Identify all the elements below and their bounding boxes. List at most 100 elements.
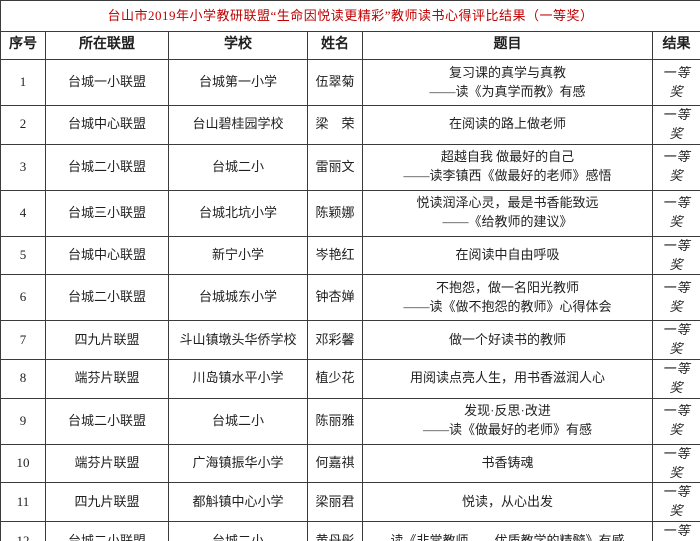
result-cell: 一等奖 [651,443,700,484]
essay-title-line: 在阅读中自由呼吸 [455,247,560,263]
essay-title-line: 复习课的真学与真教 [448,64,566,80]
table-row: 10 端芬片联盟 广海镇振华小学 何嘉祺 书香铸魂 一等奖 [0,443,700,484]
school-cell: 台城二小 [168,521,308,541]
league-cell: 台城中心联盟 [45,235,169,276]
row-num-cell: 5 [0,235,46,276]
table-row: 8 端芬片联盟 川岛镇水平小学 植少花 用阅读点亮人生，用书香滋润人心 一等奖 [0,359,700,399]
essay-title-line: ——读李镇西《做最好的老师》感悟 [403,168,612,184]
essay-title-line: 不抱怨，做一名阳光教师 [435,280,579,296]
league-cell: 台城二小联盟 [45,521,169,541]
essay-title-line: 悦读，从心出发 [461,493,553,509]
result-cell: 一等奖 [651,235,700,276]
essay-title-line: 在阅读的路上做老师 [448,116,566,132]
name-cell: 雷丽文 [307,143,363,191]
essay-title-line: 做一个好读书的教师 [448,331,566,347]
result-cell: 一等奖 [651,397,700,445]
result-cell: 一等奖 [651,320,700,361]
row-num-cell: 2 [0,105,46,145]
school-cell: 台城城东小学 [168,274,308,322]
name-cell: 钟杏婵 [307,274,363,322]
table-row: 1 台城一小联盟 台城第一小学 伍翠菊 复习课的真学与真教 ——读《为真学而教》… [0,59,700,106]
league-cell: 台城二小联盟 [45,397,169,445]
row-num-cell: 8 [0,359,46,399]
name-cell: 陈丽雅 [307,397,363,445]
essay-title-line: ——读《做不抱怨的教师》心得体会 [403,298,612,314]
name-cell: 梁丽君 [307,482,363,523]
league-cell: 台城中心联盟 [45,105,169,145]
league-cell: 四九片联盟 [45,320,169,361]
school-cell: 都斛镇中心小学 [168,482,308,523]
name-cell: 邓彩馨 [307,320,363,361]
table-row: 4 台城三小联盟 台城北坑小学 陈颖娜 悦读润泽心灵，最是书香能致远 ——《给教… [0,189,700,237]
league-cell: 四九片联盟 [45,482,169,523]
result-cell: 一等奖 [651,482,700,523]
essay-title-line: ——读《为真学而教》有感 [429,83,586,99]
essay-title-cell: 读《非常教师——优质教学的精髓》有感 [362,521,653,541]
table-row: 3 台城二小联盟 台城二小 雷丽文 超越自我 做最好的自己 ——读李镇西《做最好… [0,143,700,191]
essay-title-cell: 在阅读中自由呼吸 [362,235,653,276]
name-cell: 何嘉祺 [307,443,363,484]
league-cell: 台城三小联盟 [45,189,169,237]
header-result: 结果 [651,31,700,60]
league-cell: 端芬片联盟 [45,443,169,484]
essay-title-cell: 不抱怨，做一名阳光教师 ——读《做不抱怨的教师》心得体会 [362,274,653,322]
essay-title-cell: 用阅读点亮人生，用书香滋润人心 [362,359,653,399]
title-row: 台山市2019年小学教研联盟“生命因悦读更精彩”教师读书心得评比结果（一等奖） [0,0,700,32]
result-cell: 一等奖 [651,359,700,399]
result-cell: 一等奖 [651,521,700,541]
essay-title-cell: 做一个好读书的教师 [362,320,653,361]
table-row: 6 台城二小联盟 台城城东小学 钟杏婵 不抱怨，做一名阳光教师 ——读《做不抱怨… [0,274,700,322]
school-cell: 台城北坑小学 [168,189,308,237]
table-row: 9 台城二小联盟 台城二小 陈丽雅 发现·反思·改进 ——读《做最好的老师》有感… [0,397,700,445]
name-cell: 植少花 [307,359,363,399]
name-cell: 伍翠菊 [307,59,363,106]
school-cell: 台城第一小学 [168,59,308,106]
school-cell: 台城二小 [168,143,308,191]
league-cell: 端芬片联盟 [45,359,169,399]
row-num-cell: 3 [0,143,46,191]
essay-title-cell: 悦读润泽心灵，最是书香能致远 ——《给教师的建议》 [362,189,653,237]
table-header-row: 序号 所在联盟 学校 姓名 题目 结果 [0,31,700,60]
row-num-cell: 9 [0,397,46,445]
header-name: 姓名 [307,31,363,60]
school-cell: 台山碧桂园学校 [168,105,308,145]
league-cell: 台城二小联盟 [45,143,169,191]
essay-title-cell: 复习课的真学与真教 ——读《为真学而教》有感 [362,59,653,106]
league-cell: 台城一小联盟 [45,59,169,106]
name-cell: 梁 荣 [307,105,363,145]
row-num-cell: 6 [0,274,46,322]
essay-title-cell: 书香铸魂 [362,443,653,484]
essay-title-line: 发现·反思·改进 [464,403,551,419]
row-num-cell: 4 [0,189,46,237]
essay-title-line: 用阅读点亮人生，用书香滋润人心 [409,370,605,386]
school-cell: 广海镇振华小学 [168,443,308,484]
name-cell: 黄丹彤 [307,521,363,541]
header-title: 题目 [362,31,653,60]
header-league: 所在联盟 [45,31,169,60]
name-cell: 岑艳红 [307,235,363,276]
result-cell: 一等奖 [651,189,700,237]
essay-title-line: 书香铸魂 [481,455,534,471]
school-cell: 斗山镇墩头华侨学校 [168,320,308,361]
row-num-cell: 1 [0,59,46,106]
row-num-cell: 12 [0,521,46,541]
essay-title-line: 悦读润泽心灵，最是书香能致远 [416,195,599,211]
table-row: 7 四九片联盟 斗山镇墩头华侨学校 邓彩馨 做一个好读书的教师 一等奖 [0,320,700,361]
header-school: 学校 [168,31,308,60]
result-cell: 一等奖 [651,274,700,322]
school-cell: 川岛镇水平小学 [168,359,308,399]
page-title: 台山市2019年小学教研联盟“生命因悦读更精彩”教师读书心得评比结果（一等奖） [0,0,700,32]
result-cell: 一等奖 [651,59,700,106]
result-cell: 一等奖 [651,143,700,191]
essay-title-cell: 在阅读的路上做老师 [362,105,653,145]
essay-title-cell: 超越自我 做最好的自己 ——读李镇西《做最好的老师》感悟 [362,143,653,191]
result-cell: 一等奖 [651,105,700,145]
essay-title-cell: 悦读，从心出发 [362,482,653,523]
row-num-cell: 11 [0,482,46,523]
row-num-cell: 10 [0,443,46,484]
table-row: 5 台城中心联盟 新宁小学 岑艳红 在阅读中自由呼吸 一等奖 [0,235,700,276]
row-num-cell: 7 [0,320,46,361]
essay-title-line: ——《给教师的建议》 [442,214,573,230]
